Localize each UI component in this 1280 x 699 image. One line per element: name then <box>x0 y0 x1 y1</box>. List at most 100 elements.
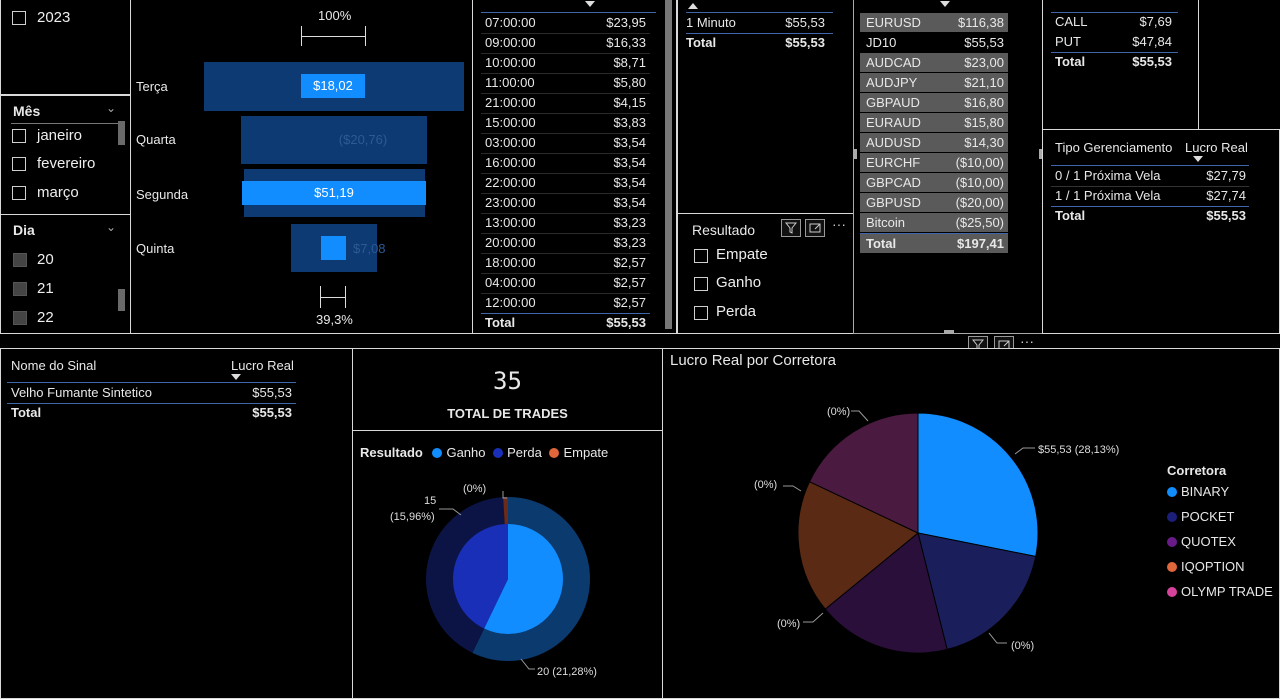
column-header[interactable]: Lucro Real <box>1185 140 1248 155</box>
legend-item[interactable]: QUOTEX <box>1167 534 1236 549</box>
legend-item[interactable]: POCKET <box>1167 509 1234 524</box>
pair-cell: EURAUD <box>866 115 921 130</box>
checkbox-21[interactable] <box>13 282 27 296</box>
table-row: EURUSD $116,38 <box>860 13 1008 32</box>
pair-cell: Bitcoin <box>866 215 906 230</box>
legend-item[interactable]: IQOPTION <box>1167 559 1245 574</box>
pie-slice-binary[interactable] <box>917 412 1039 558</box>
management-table: Tipo Gerenciamento Lucro Real 0 / 1 Próx… <box>1042 129 1280 334</box>
legend-dot <box>1167 562 1177 572</box>
funnel-data-label: $7,08 <box>353 241 386 256</box>
chevron-down-icon[interactable]: ⌄ <box>106 220 117 234</box>
time-cell: 22:00:00 <box>485 175 536 190</box>
leader-line <box>439 508 462 516</box>
direction-table: CALL $7,69 PUT $47,84 Total $55,53 <box>1042 0 1199 130</box>
pie-slice-quotex[interactable] <box>824 532 948 654</box>
slicer-item-label[interactable]: março <box>37 184 79 201</box>
focus-mode-icon[interactable] <box>805 219 825 237</box>
value-cell: $27,79 <box>1206 168 1246 183</box>
filter-icon[interactable] <box>781 219 801 237</box>
sort-arrow-icon[interactable] <box>585 1 595 7</box>
value-cell: $8,71 <box>613 55 646 70</box>
pie-slice-iqoption[interactable] <box>797 481 919 610</box>
checkbox-ganho[interactable] <box>694 277 708 291</box>
table-row: 20:00:00 $3,23 <box>473 233 660 253</box>
timeframe-cell: 1 Minuto <box>686 15 736 30</box>
sort-arrow-icon[interactable] <box>688 3 698 9</box>
scrollbar[interactable] <box>665 0 672 329</box>
checkbox-perda[interactable] <box>694 306 708 320</box>
management-cell: 1 / 1 Próxima Vela <box>1055 188 1161 203</box>
legend-item-ganho[interactable]: Ganho <box>426 445 486 460</box>
checkbox-janeiro[interactable] <box>12 129 26 143</box>
value-cell: $7,69 <box>1139 14 1172 29</box>
value-cell: $3,23 <box>613 215 646 230</box>
scrollbar[interactable] <box>118 121 125 145</box>
slicer-item-label[interactable]: Ganho <box>716 274 762 291</box>
table-row: GBPCAD ($10,00) <box>860 173 1008 192</box>
pie-slice-pocket[interactable] <box>917 532 1037 651</box>
pair-cell: EURUSD <box>866 15 921 30</box>
sort-arrow-icon[interactable] <box>1193 156 1203 162</box>
funnel-value-bar <box>301 74 365 98</box>
funnel-data-label: $18,02 <box>313 78 353 93</box>
funnel-bar-quarta[interactable] <box>241 116 427 164</box>
more-options-icon[interactable]: ··· <box>832 216 846 232</box>
column-header[interactable]: Lucro Real <box>231 358 294 373</box>
slicer-item-label[interactable]: 21 <box>37 280 54 297</box>
pie-slice-olymp-trade[interactable] <box>808 412 919 534</box>
card-label: TOTAL DE TRADES <box>447 406 568 421</box>
checkbox-20[interactable] <box>13 253 27 267</box>
legend-label: POCKET <box>1181 509 1235 524</box>
slicer-item-label[interactable]: fevereiro <box>37 155 96 172</box>
slicer-item-label[interactable]: janeiro <box>37 127 83 144</box>
sort-arrow-icon[interactable] <box>231 374 241 380</box>
slicer-item-label[interactable]: Perda <box>716 303 757 320</box>
pair-cell: GBPUSD <box>866 195 921 210</box>
value-cell: $4,15 <box>613 95 646 110</box>
total-row: Total $55,53 <box>473 313 660 333</box>
funnel-category-label: Quinta <box>136 241 175 256</box>
scrollbar[interactable] <box>118 289 125 311</box>
total-label: Total <box>866 236 897 251</box>
sort-arrow-icon[interactable] <box>940 1 950 7</box>
value-cell: ($10,00) <box>955 175 1004 190</box>
slicer-item-label[interactable]: Empate <box>716 246 768 263</box>
donut-slice-ganho[interactable] <box>484 524 563 634</box>
total-row: Total $55,53 <box>1043 52 1198 72</box>
checkbox-2023[interactable] <box>12 11 26 25</box>
checkbox-empate[interactable] <box>694 249 708 263</box>
legend-label: QUOTEX <box>1181 534 1236 549</box>
checkbox-fevereiro[interactable] <box>12 157 26 171</box>
funnel-value-bar <box>242 181 426 205</box>
slicer-item-label[interactable]: 20 <box>37 251 54 268</box>
signal-table: Nome do Sinal Lucro Real Velho Fumante S… <box>0 348 353 699</box>
legend-item[interactable]: OLYMP TRADE <box>1167 584 1273 599</box>
checkbox-22[interactable] <box>13 311 27 325</box>
more-options-icon[interactable]: ··· <box>1020 333 1034 349</box>
total-label: Total <box>11 405 42 420</box>
direction-cell: CALL <box>1055 14 1088 29</box>
table-row: EURCHF ($10,00) <box>860 153 1008 172</box>
legend-item[interactable]: BINARY <box>1167 484 1229 499</box>
total-value: $197,41 <box>957 236 1004 251</box>
pair-cell: EURCHF <box>866 155 921 170</box>
pair-cell: AUDCAD <box>866 55 921 70</box>
donut-slice-perda[interactable] <box>453 524 508 629</box>
total-value: $55,53 <box>785 35 825 50</box>
legend-dot <box>493 448 504 458</box>
column-header[interactable]: Nome do Sinal <box>11 358 97 373</box>
time-cell: 23:00:00 <box>485 195 536 210</box>
pair-cell: AUDJPY <box>866 75 918 90</box>
legend-item-perda[interactable]: Perda <box>489 445 542 460</box>
value-cell: $55,53 <box>252 385 292 400</box>
legend-label: Ganho <box>446 445 486 460</box>
legend-item-empate[interactable]: Empate <box>545 445 608 460</box>
column-header[interactable]: Tipo Gerenciamento <box>1055 140 1173 155</box>
checkbox-marco[interactable] <box>12 186 26 200</box>
table-row: 04:00:00 $2,57 <box>473 273 660 293</box>
table-row: 1 / 1 Próxima Vela $27,74 <box>1043 186 1279 206</box>
chevron-down-icon[interactable]: ⌄ <box>106 101 117 115</box>
slicer-item-label[interactable]: 22 <box>37 309 54 326</box>
pair-cell: GBPCAD <box>866 175 921 190</box>
